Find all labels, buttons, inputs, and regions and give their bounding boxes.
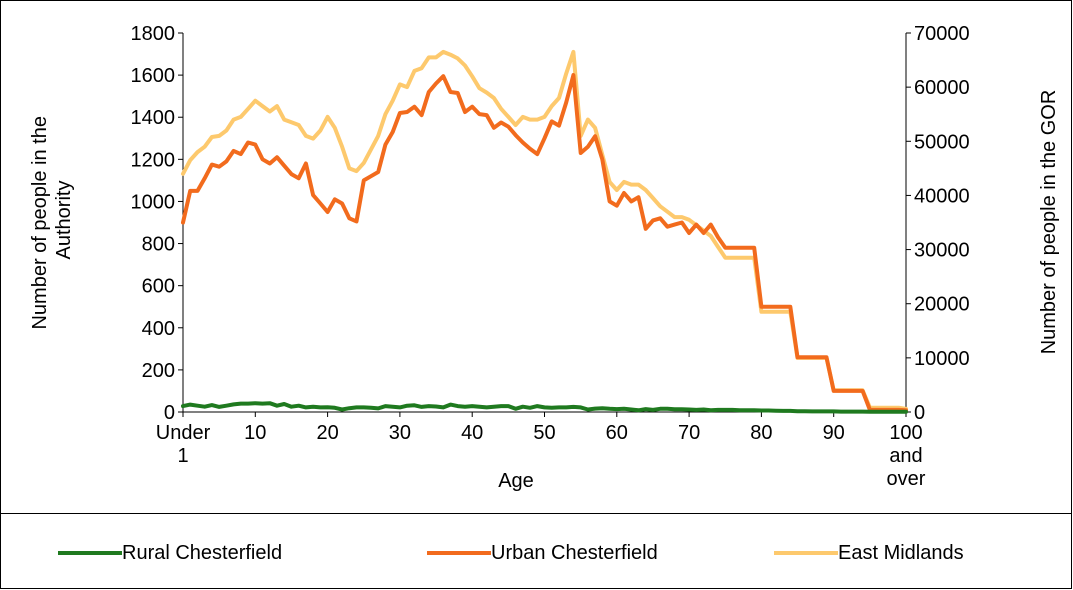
x-tick-label: 40 [461,422,483,444]
tick-labels-layer: 0 200 400 600 800 1000 1200 1400 1600 1800 0 10000 2… [131,23,970,490]
left-axis-title: Number of people in the Authority [29,110,75,329]
x-tick-label: 10 [244,422,266,444]
axes-layer [178,32,911,417]
right-tick-label: 20000 [914,294,970,316]
series-line-east-midlands [181,49,908,411]
series-line-urban-chesterfield [181,73,908,413]
x-tick-label: 20 [316,422,338,444]
left-tick-label: 0 [164,402,175,424]
left-tick-label: 800 [142,234,175,256]
x-tick-label: 50 [533,422,555,444]
x-tick-label-line: and [889,445,922,467]
left-tick-label: 1000 [131,191,176,213]
x-tick-label-line: 20 [316,422,338,444]
legend-label-east-midlands: East Midlands [838,541,964,564]
x-tick-label: Under 1 [156,422,211,467]
x-tick-label-line: 10 [244,422,266,444]
legend-divider [0,513,1072,514]
x-tick-label-line: Under [156,422,211,444]
right-tick-label: 50000 [914,131,970,153]
series-line-rural-chesterfield [181,401,908,414]
left-axis-title-line-1: Number of people in the [29,116,51,329]
x-tick-label-line: 1 [177,445,188,467]
x-tick-label-line: over [887,468,926,490]
x-tick-label: 30 [389,422,411,444]
x-tick-label: 60 [606,422,628,444]
x-tick-label-line: 60 [606,422,628,444]
x-tick-label-line: 50 [533,422,555,444]
x-tick-label-line: 100 [889,422,922,444]
left-tick-label: 400 [142,318,175,340]
left-tick-label: 200 [142,360,175,382]
right-axis-title: Number of people in the GOR [1038,90,1060,355]
left-tick-label: 1400 [131,107,176,129]
legend-item-rural: Rural Chesterfield [58,542,282,564]
dual-axis-line-chart: 0 200 400 600 800 1000 1200 1400 1600 1800 0 10000 2… [29,23,1060,492]
legend-swatch-east-midlands [774,551,838,555]
legend-label-urban: Urban Chesterfield [491,541,658,564]
legend-item-east-midlands: East Midlands [774,542,964,564]
right-tick-label: 0 [914,402,925,424]
legend-swatch-rural [58,551,122,555]
x-tick-label: 80 [750,422,772,444]
left-tick-label: 1600 [131,65,176,87]
legend-swatch-urban [427,551,491,555]
left-tick-label: 1200 [131,149,176,171]
right-tick-label: 10000 [914,348,970,370]
x-tick-label: 70 [678,422,700,444]
right-tick-label: 40000 [914,185,970,207]
right-tick-label: 60000 [914,77,970,99]
x-tick-label-line: 80 [750,422,772,444]
right-tick-label: 30000 [914,240,970,262]
series-layer [181,49,908,414]
x-tick-label: 100 and over [887,422,926,490]
x-axis-title: Age [498,470,534,492]
legend: Rural Chesterfield Urban Chesterfield Ea… [0,514,1072,589]
x-tick-label-line: 70 [678,422,700,444]
right-tick-label: 70000 [914,23,970,45]
left-tick-label: 1800 [131,23,176,45]
x-tick-label-line: 30 [389,422,411,444]
legend-item-urban: Urban Chesterfield [427,542,658,564]
x-tick-label-line: 40 [461,422,483,444]
legend-label-rural: Rural Chesterfield [122,541,283,564]
left-tick-label: 600 [142,276,175,298]
left-axis-title-line-2: Authority [53,181,75,260]
x-tick-label-line: 90 [823,422,845,444]
x-tick-label: 90 [823,422,845,444]
